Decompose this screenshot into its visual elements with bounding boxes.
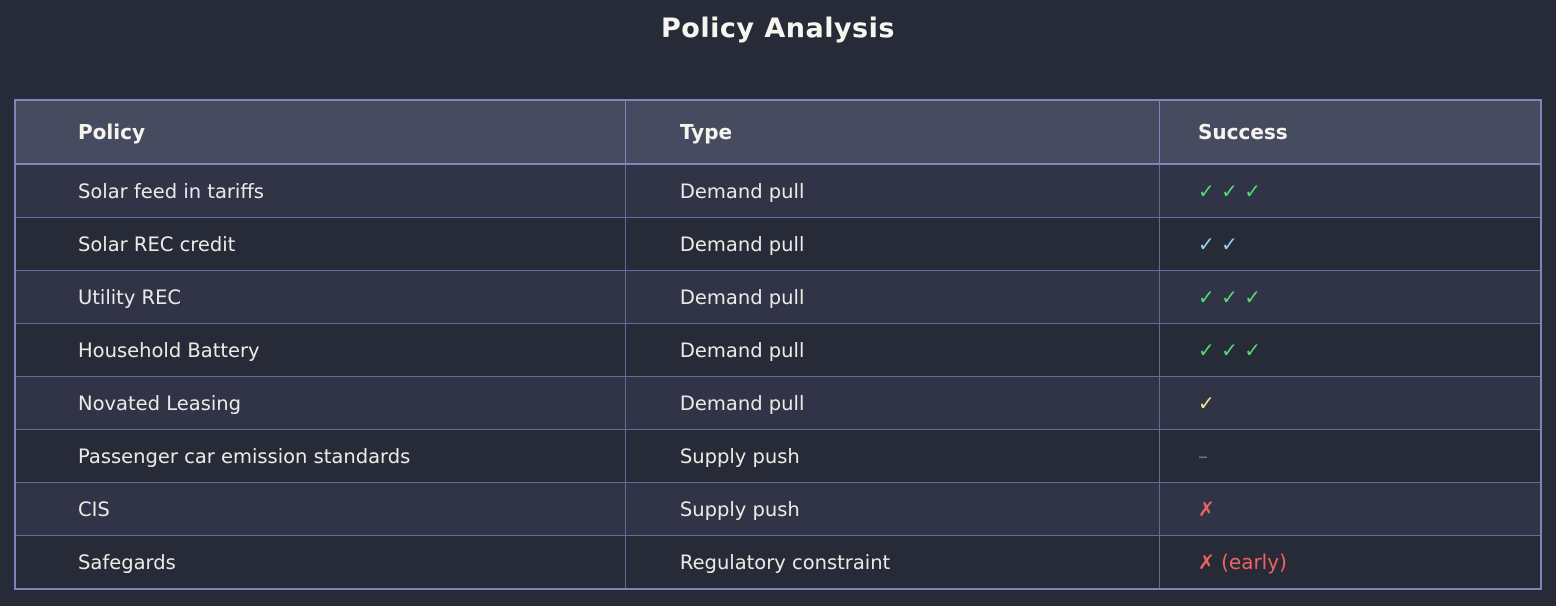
policy-cell: Solar feed in tariffs [14,163,626,218]
table-row: Utility REC Demand pull ✓ ✓ ✓ [14,270,1542,324]
type-cell: Demand pull [624,163,1160,218]
success-cell: ✓ ✓ [1158,217,1542,271]
policy-cell: CIS [14,482,626,536]
table-row: Solar feed in tariffs Demand pull ✓ ✓ ✓ [14,163,1542,218]
page-title: Policy Analysis [661,13,895,44]
type-cell: Demand pull [624,270,1160,324]
table-row: CIS Supply push ✗ [14,482,1542,536]
success-cell: ✗ [1158,482,1542,536]
column-header-type: Type [624,99,1160,165]
success-cell: ✓ ✓ ✓ [1158,323,1542,377]
success-cell: ✓ ✓ ✓ [1158,163,1542,218]
header-row: Policy Type Success [14,99,1542,165]
type-cell: Demand pull [624,376,1160,430]
policy-cell: Household Battery [14,323,626,377]
policy-cell: Novated Leasing [14,376,626,430]
policy-cell: Safegards [14,535,626,590]
policy-table: Policy Type Success Solar feed in tariff… [14,99,1542,590]
table-row: Safegards Regulatory constraint ✗ (early… [14,535,1542,590]
success-cell: ✗ (early) [1158,535,1542,590]
table-row: Household Battery Demand pull ✓ ✓ ✓ [14,323,1542,377]
column-header-policy: Policy [14,99,626,165]
column-header-success: Success [1158,99,1542,165]
type-cell: Demand pull [624,323,1160,377]
success-cell: ✓ ✓ ✓ [1158,270,1542,324]
type-cell: Regulatory constraint [624,535,1160,590]
policy-cell: Utility REC [14,270,626,324]
success-cell: – [1158,429,1542,483]
policy-cell: Passenger car emission standards [14,429,626,483]
policy-cell: Solar REC credit [14,217,626,271]
type-cell: Supply push [624,482,1160,536]
type-cell: Supply push [624,429,1160,483]
table-row: Novated Leasing Demand pull ✓ [14,376,1542,430]
type-cell: Demand pull [624,217,1160,271]
success-cell: ✓ [1158,376,1542,430]
table-row: Solar REC credit Demand pull ✓ ✓ [14,217,1542,271]
table-row: Passenger car emission standards Supply … [14,429,1542,483]
